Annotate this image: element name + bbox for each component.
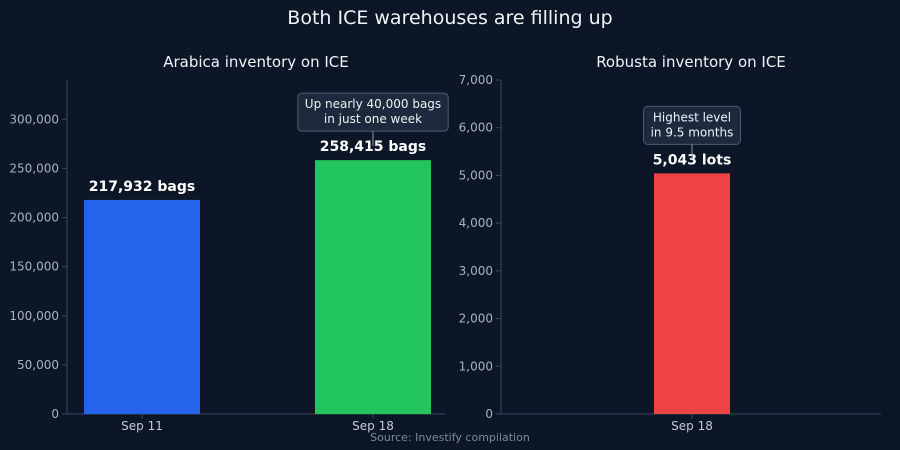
annotation-text-line: Up nearly 40,000 bags	[305, 97, 441, 111]
y-tick-label: 200,000	[9, 211, 59, 225]
bar-data-label: 5,043 lots	[653, 152, 732, 168]
annotation-text-line: in just one week	[324, 112, 422, 126]
bar	[654, 173, 730, 414]
y-tick-label: 5,000	[459, 168, 493, 182]
bar	[315, 160, 431, 414]
y-tick-label: 1,000	[459, 359, 493, 373]
y-tick-label: 2,000	[459, 312, 493, 326]
x-tick-label: Sep 11	[121, 419, 163, 433]
panel-title: Robusta inventory on ICE	[596, 53, 786, 71]
annotation-text-line: in 9.5 months	[651, 125, 734, 139]
y-tick-label: 0	[485, 407, 493, 421]
y-tick-label: 300,000	[9, 112, 59, 126]
y-tick-label: 3,000	[459, 264, 493, 278]
bar	[84, 199, 200, 414]
bar-data-label: 258,415 bags	[320, 139, 426, 155]
y-tick-label: 250,000	[9, 161, 59, 175]
x-tick-label: Sep 18	[352, 419, 394, 433]
figure-title: Both ICE warehouses are filling up	[287, 7, 612, 29]
panel-title: Arabica inventory on ICE	[163, 53, 349, 71]
chart-panel-1: Arabica inventory on ICE 0 50,000 100,000 15…	[9, 53, 449, 433]
y-tick-label: 100,000	[9, 309, 59, 323]
chart-panel-2: Robusta inventory on ICE 0 1,000 2,000 3,000…	[459, 53, 881, 433]
y-tick-label: 4,000	[459, 216, 493, 230]
y-tick-label: 0	[51, 407, 59, 421]
source-note: Source: Investify compilation	[370, 431, 530, 444]
y-tick-label: 150,000	[9, 260, 59, 274]
y-tick-label: 50,000	[17, 358, 59, 372]
annotation-text-line: Highest level	[653, 110, 731, 124]
bar-data-label: 217,932 bags	[89, 179, 195, 195]
y-tick-label: 6,000	[459, 121, 493, 135]
x-tick-label: Sep 18	[671, 419, 713, 433]
y-tick-label: 7,000	[459, 73, 493, 87]
